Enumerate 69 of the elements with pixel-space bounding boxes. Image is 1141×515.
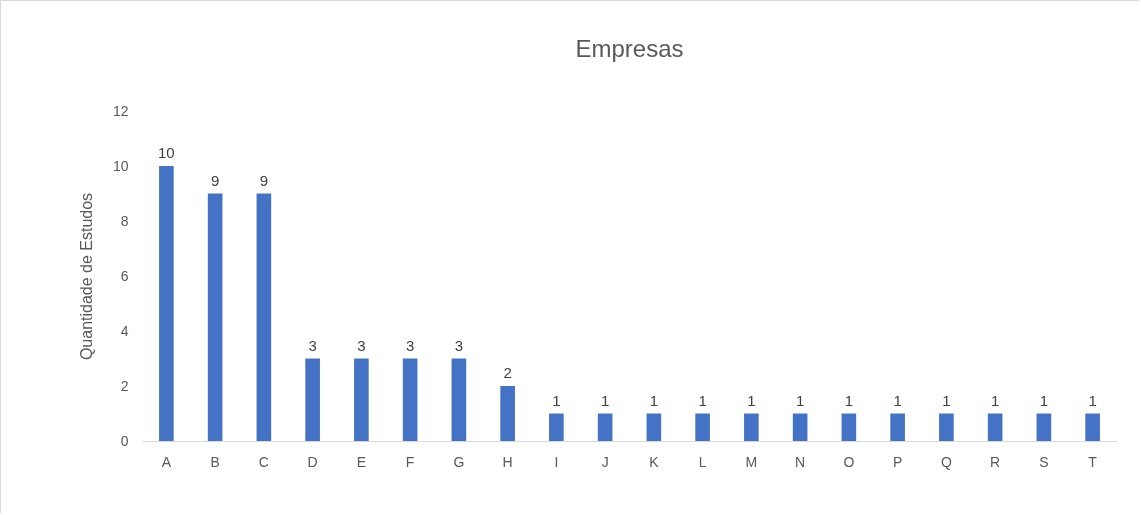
x-tick-label: H [502, 453, 513, 470]
y-tick-label: 8 [120, 212, 129, 229]
y-tick-label: 0 [120, 432, 129, 449]
data-label: 2 [503, 364, 512, 381]
bar [402, 358, 418, 441]
data-label: 3 [454, 336, 464, 354]
x-tick-label: M [745, 453, 758, 470]
y-tick-label: 2 [120, 377, 129, 394]
bar [792, 413, 808, 441]
y-tick-label: 10 [112, 157, 129, 174]
bar [549, 413, 564, 441]
bar [841, 413, 857, 441]
x-tick-label: D [307, 453, 318, 470]
bar [451, 358, 467, 441]
data-label: 1 [942, 391, 951, 409]
data-label: 10 [158, 144, 175, 161]
bar [744, 413, 759, 441]
bar [1036, 413, 1052, 441]
bar [987, 413, 1003, 441]
x-tick-label: Q [940, 453, 952, 470]
bar [939, 413, 954, 441]
x-tick-label: K [649, 453, 660, 470]
x-tick-label: C [258, 453, 269, 470]
data-label: 3 [357, 336, 366, 354]
x-tick-label: F [405, 453, 415, 470]
x-tick-label: G [453, 453, 465, 470]
bar [354, 358, 369, 441]
x-tick-label: L [698, 453, 707, 470]
data-label: 1 [844, 391, 854, 409]
data-label: 1 [600, 391, 610, 409]
y-tick-label: 6 [120, 267, 129, 284]
data-label: 3 [405, 336, 415, 354]
x-tick-label: P [892, 453, 903, 470]
x-tick-label: S [1039, 453, 1049, 470]
x-tick-label: O [843, 453, 855, 470]
bar [890, 413, 905, 441]
data-label: 1 [698, 391, 707, 409]
data-label: 1 [1088, 391, 1097, 409]
data-label: 1 [795, 391, 805, 409]
data-label: 9 [210, 171, 220, 189]
chart-title: Empresas [575, 35, 684, 62]
data-label: 9 [259, 171, 269, 189]
y-axis-title: Quantidade de Estudos [77, 192, 95, 361]
data-label: 1 [1039, 391, 1049, 409]
bar [695, 413, 710, 441]
bar [646, 413, 662, 441]
x-tick-label: E [356, 453, 367, 470]
bar [207, 193, 223, 441]
data-label: 1 [552, 391, 561, 409]
y-tick-label: 4 [120, 322, 129, 339]
bar [597, 413, 613, 441]
data-label: 3 [308, 336, 317, 354]
x-tick-label: A [161, 453, 172, 470]
x-tick-label: T [1088, 453, 1098, 470]
x-tick-label: B [210, 453, 220, 470]
bar [305, 358, 320, 441]
x-tick-label: R [990, 453, 1001, 470]
bar [500, 386, 515, 441]
data-label: 1 [747, 391, 756, 409]
bar [1085, 413, 1100, 441]
y-tick-label: 12 [112, 102, 129, 119]
data-label: 1 [649, 391, 659, 409]
bar [159, 166, 174, 441]
data-label: 1 [893, 391, 902, 409]
x-tick-label: I [554, 453, 559, 470]
data-label: 1 [990, 391, 1000, 409]
bar [256, 193, 272, 441]
x-tick-label: J [601, 453, 609, 470]
x-tick-label: N [795, 453, 806, 470]
